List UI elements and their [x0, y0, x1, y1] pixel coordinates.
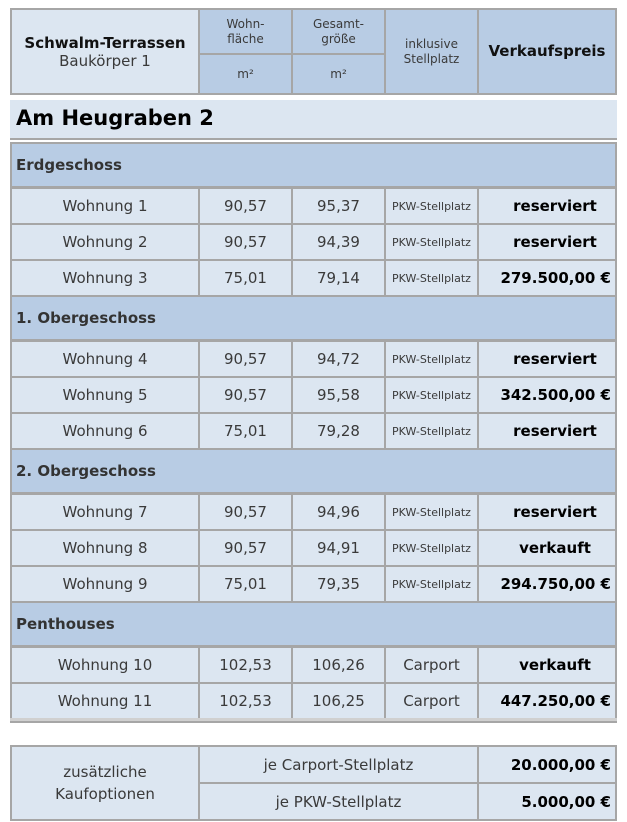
- apartment-name: Wohnung 2: [10, 223, 200, 261]
- price-status: reserviert: [477, 187, 617, 225]
- living-area: 90,57: [198, 529, 293, 567]
- option-price: 5.000,00 €: [477, 782, 617, 821]
- header-price: Verkaufspreis: [477, 8, 617, 95]
- apartment-name: Wohnung 7: [10, 493, 200, 531]
- living-area: 102,53: [198, 646, 293, 684]
- option-label: je PKW-Stellplatz: [198, 782, 479, 821]
- total-size: 106,26: [291, 646, 386, 684]
- address-title: Am Heugraben 2: [10, 100, 617, 140]
- header-total-unit: m²: [291, 53, 386, 95]
- section-header: Erdgeschoss: [10, 142, 617, 188]
- apartment-name: Wohnung 10: [10, 646, 200, 684]
- parking-type: Carport: [384, 682, 479, 720]
- option-price: 20.000,00 €: [477, 745, 617, 784]
- living-area: 75,01: [198, 565, 293, 603]
- total-size: 95,58: [291, 376, 386, 414]
- total-size: 79,35: [291, 565, 386, 603]
- total-size: 94,91: [291, 529, 386, 567]
- living-area: 90,57: [198, 187, 293, 225]
- price-status: reserviert: [477, 493, 617, 531]
- header-living-area: Wohn- fläche: [198, 8, 293, 55]
- header-living-unit: m²: [198, 53, 293, 95]
- price-status: 294.750,00 €: [477, 565, 617, 603]
- living-area: 90,57: [198, 493, 293, 531]
- project-title-cell: Schwalm-Terrassen Baukörper 1: [10, 8, 200, 95]
- living-area: 90,57: [198, 340, 293, 378]
- project-name: Schwalm-Terrassen: [24, 33, 186, 52]
- building-name: Baukörper 1: [59, 51, 151, 70]
- header-total-size: Gesamt- größe: [291, 8, 386, 55]
- total-size: 94,96: [291, 493, 386, 531]
- living-area: 75,01: [198, 259, 293, 297]
- living-area: 102,53: [198, 682, 293, 720]
- living-area: 90,57: [198, 223, 293, 261]
- total-size: 94,72: [291, 340, 386, 378]
- price-status: reserviert: [477, 340, 617, 378]
- section-header: 2. Obergeschoss: [10, 448, 617, 494]
- total-size: 79,14: [291, 259, 386, 297]
- options-label: zusätzliche Kaufoptionen: [10, 745, 200, 821]
- apartment-name: Wohnung 3: [10, 259, 200, 297]
- parking-type: PKW-Stellplatz: [384, 223, 479, 261]
- price-status: verkauft: [477, 529, 617, 567]
- total-size: 94,39: [291, 223, 386, 261]
- price-status: verkauft: [477, 646, 617, 684]
- apartment-name: Wohnung 1: [10, 187, 200, 225]
- apartment-name: Wohnung 8: [10, 529, 200, 567]
- parking-type: PKW-Stellplatz: [384, 412, 479, 450]
- price-status: 279.500,00 €: [477, 259, 617, 297]
- total-size: 95,37: [291, 187, 386, 225]
- apartment-name: Wohnung 9: [10, 565, 200, 603]
- parking-type: PKW-Stellplatz: [384, 259, 479, 297]
- price-status: 342.500,00 €: [477, 376, 617, 414]
- price-status: reserviert: [477, 223, 617, 261]
- living-area: 90,57: [198, 376, 293, 414]
- parking-type: PKW-Stellplatz: [384, 565, 479, 603]
- total-size: 79,28: [291, 412, 386, 450]
- header-parking: inklusive Stellplatz: [384, 8, 479, 95]
- parking-type: PKW-Stellplatz: [384, 340, 479, 378]
- price-status: reserviert: [477, 412, 617, 450]
- living-area: 75,01: [198, 412, 293, 450]
- parking-type: PKW-Stellplatz: [384, 529, 479, 567]
- option-label: je Carport-Stellplatz: [198, 745, 479, 784]
- parking-type: Carport: [384, 646, 479, 684]
- apartment-name: Wohnung 11: [10, 682, 200, 720]
- apartment-name: Wohnung 4: [10, 340, 200, 378]
- total-size: 106,25: [291, 682, 386, 720]
- parking-type: PKW-Stellplatz: [384, 187, 479, 225]
- price-status: 447.250,00 €: [477, 682, 617, 720]
- parking-type: PKW-Stellplatz: [384, 493, 479, 531]
- apartment-name: Wohnung 5: [10, 376, 200, 414]
- section-header: 1. Obergeschoss: [10, 295, 617, 341]
- section-header: Penthouses: [10, 601, 617, 647]
- table-end-divider: [10, 718, 617, 723]
- parking-type: PKW-Stellplatz: [384, 376, 479, 414]
- apartment-name: Wohnung 6: [10, 412, 200, 450]
